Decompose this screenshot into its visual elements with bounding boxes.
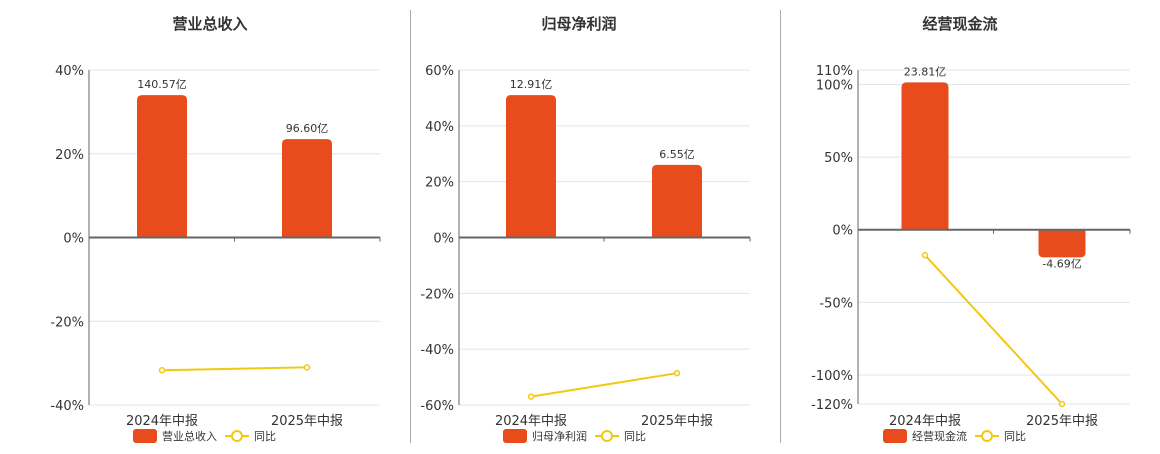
x-category-label: 2025年中报 — [641, 414, 713, 429]
legend-bar-label[interactable]: 归母净利润 — [532, 429, 587, 443]
y-tick-label: 0% — [433, 232, 454, 247]
yoy-point-marker[interactable] — [527, 393, 535, 400]
yoy-point-marker[interactable] — [673, 369, 681, 377]
y-tick-label: -100% — [811, 369, 853, 384]
x-category-label: 2025年中报 — [1026, 414, 1098, 429]
y-tick-label: 50% — [824, 151, 853, 166]
legend-yoy-label[interactable]: 同比 — [254, 430, 276, 443]
y-tick-label: 20% — [425, 176, 454, 191]
bar[interactable] — [652, 164, 702, 238]
legend-line-marker-icon — [981, 430, 993, 442]
chart-panel-revenue: 营业总收入 40% 20% 0% -20% -40% 140.57亿 2024年中报 96.60… — [0, 0, 410, 450]
y-tick-label: 60% — [425, 64, 454, 79]
y-tick-label: -20% — [50, 315, 84, 330]
yoy-line — [530, 372, 678, 398]
yoy-point-marker[interactable] — [303, 364, 311, 371]
chart-title: 归母净利润 — [541, 15, 616, 33]
panel-divider — [780, 10, 781, 443]
y-tick-label: 40% — [425, 120, 454, 135]
bar[interactable] — [506, 95, 556, 238]
x-category-label: 2024年中报 — [126, 414, 198, 429]
bar[interactable] — [137, 95, 187, 238]
legend-bar-swatch[interactable] — [883, 429, 907, 443]
net-profit-chart: 归母净利润 60% 40% 20% 0% -20% -40% -60% 12.91亿 2024年中… — [420, 15, 751, 443]
legend-yoy-label[interactable]: 同比 — [624, 430, 646, 443]
y-tick-label: -120% — [811, 398, 853, 413]
x-category-label: 2024年中报 — [889, 414, 961, 429]
y-tick-label: 110% — [816, 64, 853, 79]
yoy-line — [161, 366, 308, 372]
bar[interactable] — [1038, 229, 1086, 258]
y-tick-label: 20% — [55, 148, 84, 163]
legend-bar-swatch[interactable] — [503, 429, 527, 443]
yoy-line — [924, 254, 1063, 405]
x-category-label: 2024年中报 — [495, 414, 567, 429]
panel-divider — [410, 10, 411, 443]
bar-value-label: 12.91亿 — [510, 78, 553, 91]
y-tick-label: -40% — [50, 399, 84, 414]
bar-value-label: 96.60亿 — [286, 122, 329, 135]
legend-line-marker-icon — [231, 430, 243, 442]
yoy-point-marker[interactable] — [158, 366, 166, 374]
legend-bar-swatch[interactable] — [133, 429, 157, 443]
legend-yoy-label[interactable]: 同比 — [1004, 430, 1026, 443]
bar-value-label: -4.69亿 — [1042, 257, 1081, 270]
chart-panel-operating-cashflow: 经营现金流 110% 100% 50% 0% -50% -100% -120% 23.81亿 20… — [781, 0, 1160, 450]
bar-value-label: 140.57亿 — [137, 78, 187, 91]
chart-title: 经营现金流 — [922, 15, 997, 33]
bar-value-label: 23.81亿 — [904, 65, 947, 78]
legend-bar-label[interactable]: 营业总收入 — [162, 429, 217, 443]
chart-panel-net-profit: 归母净利润 60% 40% 20% 0% -20% -40% -60% 12.91亿 2024年中… — [411, 0, 780, 450]
y-tick-label: -20% — [420, 287, 454, 302]
bar[interactable] — [282, 139, 332, 238]
yoy-point-marker[interactable] — [1058, 400, 1066, 408]
bar[interactable] — [901, 82, 949, 230]
operating-cashflow-chart: 经营现金流 110%100% 50% 0% -50% -100% -120% 23.81亿 20… — [811, 15, 1131, 443]
x-category-label: 2025年中报 — [271, 414, 343, 429]
legend-bar-label[interactable]: 经营现金流 — [912, 429, 967, 443]
legend-line-marker-icon — [601, 430, 613, 442]
y-tick-label: 100% — [816, 79, 853, 94]
revenue-chart: 营业总收入 40% 20% 0% -20% -40% 140.57亿 2024年中报 96.60… — [50, 15, 381, 443]
chart-title: 营业总收入 — [172, 15, 247, 33]
y-tick-label: -60% — [420, 399, 454, 414]
y-tick-label: -50% — [819, 296, 853, 311]
y-tick-label: -40% — [420, 343, 454, 358]
y-tick-label: 0% — [832, 224, 853, 239]
yoy-point-marker[interactable] — [921, 251, 929, 259]
bar-value-label: 6.55亿 — [659, 148, 695, 161]
y-tick-label: 40% — [55, 64, 84, 79]
y-tick-label: 0% — [63, 232, 84, 247]
